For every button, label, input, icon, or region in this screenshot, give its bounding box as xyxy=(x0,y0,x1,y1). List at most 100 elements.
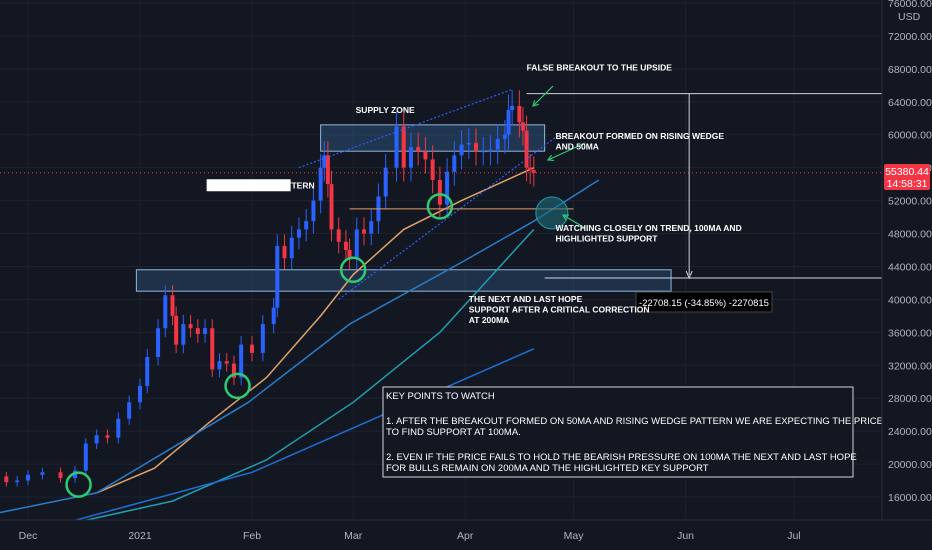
watching-arrow xyxy=(562,214,586,229)
candle xyxy=(506,110,511,135)
annotation-next-last-hope-line: AT 200MA xyxy=(469,315,509,325)
candle xyxy=(329,184,334,230)
candle xyxy=(520,122,525,131)
candle xyxy=(466,142,471,145)
price-tick-label: 60000.00 xyxy=(888,130,932,142)
candle xyxy=(250,344,254,353)
annotation-next-last-hope-line: THE NEXT AND LAST HOPE xyxy=(469,294,583,304)
price-axis[interactable]: USD 16000.00 20000.00 24000.00 28000.00 3200… xyxy=(881,0,932,520)
candle xyxy=(15,480,20,483)
candle xyxy=(58,472,63,479)
candle xyxy=(481,151,486,153)
annotation-breakout-formed-line: AND 50MA xyxy=(555,141,598,151)
key-points-title: KEY POINTS TO WATCH xyxy=(386,391,495,402)
price-tick-label: 32000.00 xyxy=(888,360,932,372)
key-points-box xyxy=(382,386,854,478)
candle xyxy=(271,307,276,325)
time-tick-label: Feb xyxy=(243,530,261,542)
candle xyxy=(347,250,352,259)
ma-line-100MA xyxy=(0,179,600,514)
candle xyxy=(445,171,450,205)
wedge-lower-line xyxy=(338,134,560,300)
price-axis-background xyxy=(882,0,932,520)
candle xyxy=(163,295,168,329)
key-point-1-line: TO FIND SUPPORT AT 100MA. xyxy=(386,427,521,438)
annotation-next-last-hope-line: SUPPORT AFTER A CRITICAL CORRECTION xyxy=(469,304,650,314)
candle xyxy=(304,221,309,230)
time-tick-label: 2021 xyxy=(128,530,152,542)
time-tick-label: Apr xyxy=(457,530,474,542)
support-circle xyxy=(339,256,367,284)
price-tick-label: 72000.00 xyxy=(888,31,932,43)
price-tick-label: 64000.00 xyxy=(888,97,932,109)
annotation-breakout-formed-line: BREAKOUT FORMED ON RISING WEDGE xyxy=(555,131,724,141)
support-circle xyxy=(535,196,569,230)
last-price-value: 55380.44 xyxy=(885,166,929,178)
candle xyxy=(459,144,464,156)
candle xyxy=(26,474,30,481)
time-axis-background xyxy=(0,520,932,550)
time-tick-label: May xyxy=(564,530,585,542)
candle xyxy=(336,229,341,242)
price-tick-label: 16000.00 xyxy=(888,492,932,504)
candle xyxy=(4,476,9,483)
drawings-layer: -22708.15 (-34.85%) -2270815 xyxy=(0,85,882,498)
candle xyxy=(394,126,399,168)
time-tick-label: Dec xyxy=(19,530,38,542)
candle xyxy=(174,315,179,345)
price-tick-label: 52000.00 xyxy=(888,196,932,208)
candle xyxy=(452,155,457,172)
candle xyxy=(524,130,529,168)
support-circle xyxy=(224,372,251,400)
breakout-arrow xyxy=(547,142,586,161)
candle xyxy=(325,155,330,185)
last-price-tag-bg xyxy=(884,164,930,190)
candle xyxy=(94,435,99,444)
candle xyxy=(318,167,323,201)
annotations-layer: FALSE BREAKOUT TO THE UPSIDE BREAKOUT FOR… xyxy=(206,63,921,478)
time-axis[interactable]: Dec 2021 Feb Mar Apr May Jun Jul xyxy=(0,519,932,550)
false-breakout-arrow xyxy=(532,85,554,107)
candle xyxy=(362,229,366,234)
candle xyxy=(531,170,536,173)
candle xyxy=(437,180,442,205)
candle xyxy=(528,167,533,171)
candle xyxy=(217,361,222,370)
support-circle xyxy=(65,471,92,498)
candle xyxy=(408,147,413,168)
key-point-2-line: FOR BULLS REMAIN ON 200MA AND THE HIGHLI… xyxy=(386,463,709,474)
false-breakout-arrow-head xyxy=(532,100,539,107)
last-price-tag: 55380.44 14:58:31 xyxy=(884,164,930,190)
candle xyxy=(83,443,88,471)
candle xyxy=(181,324,186,345)
candle xyxy=(488,149,493,152)
ma-line-200MA xyxy=(60,228,535,527)
candle xyxy=(127,402,132,419)
candle xyxy=(416,147,421,152)
candle xyxy=(296,229,301,238)
candle xyxy=(495,138,500,150)
candle xyxy=(517,105,522,123)
candle xyxy=(275,245,280,308)
candle xyxy=(401,126,406,168)
candle xyxy=(239,344,244,378)
annotation-watching-line: WATCHING CLOSELY ON TREND, 100MA AND xyxy=(555,223,741,233)
key-point-2-line: 2. EVEN IF THE PRICE FAILS TO HOLD THE B… xyxy=(386,452,857,463)
candle xyxy=(210,328,215,370)
time-tick-label: Jul xyxy=(787,530,800,542)
time-tick-label: Jun xyxy=(677,530,694,542)
candle-countdown: 14:58:31 xyxy=(887,178,928,190)
key-point-1-line: 1. AFTER THE BREAKOUT FORMED ON 50MA AND… xyxy=(386,416,921,427)
candle xyxy=(195,328,200,334)
annotation-watching-line: HIGHLIGHTED SUPPORT xyxy=(555,234,658,244)
candle xyxy=(343,241,348,250)
candle xyxy=(203,328,208,334)
price-tick-label: 40000.00 xyxy=(888,294,932,306)
price-tick-label: 44000.00 xyxy=(888,261,932,273)
candle xyxy=(188,324,193,329)
annotation-box-rising-wedge xyxy=(206,179,291,192)
candle xyxy=(105,435,110,438)
candle xyxy=(474,142,478,152)
candle xyxy=(289,237,294,259)
